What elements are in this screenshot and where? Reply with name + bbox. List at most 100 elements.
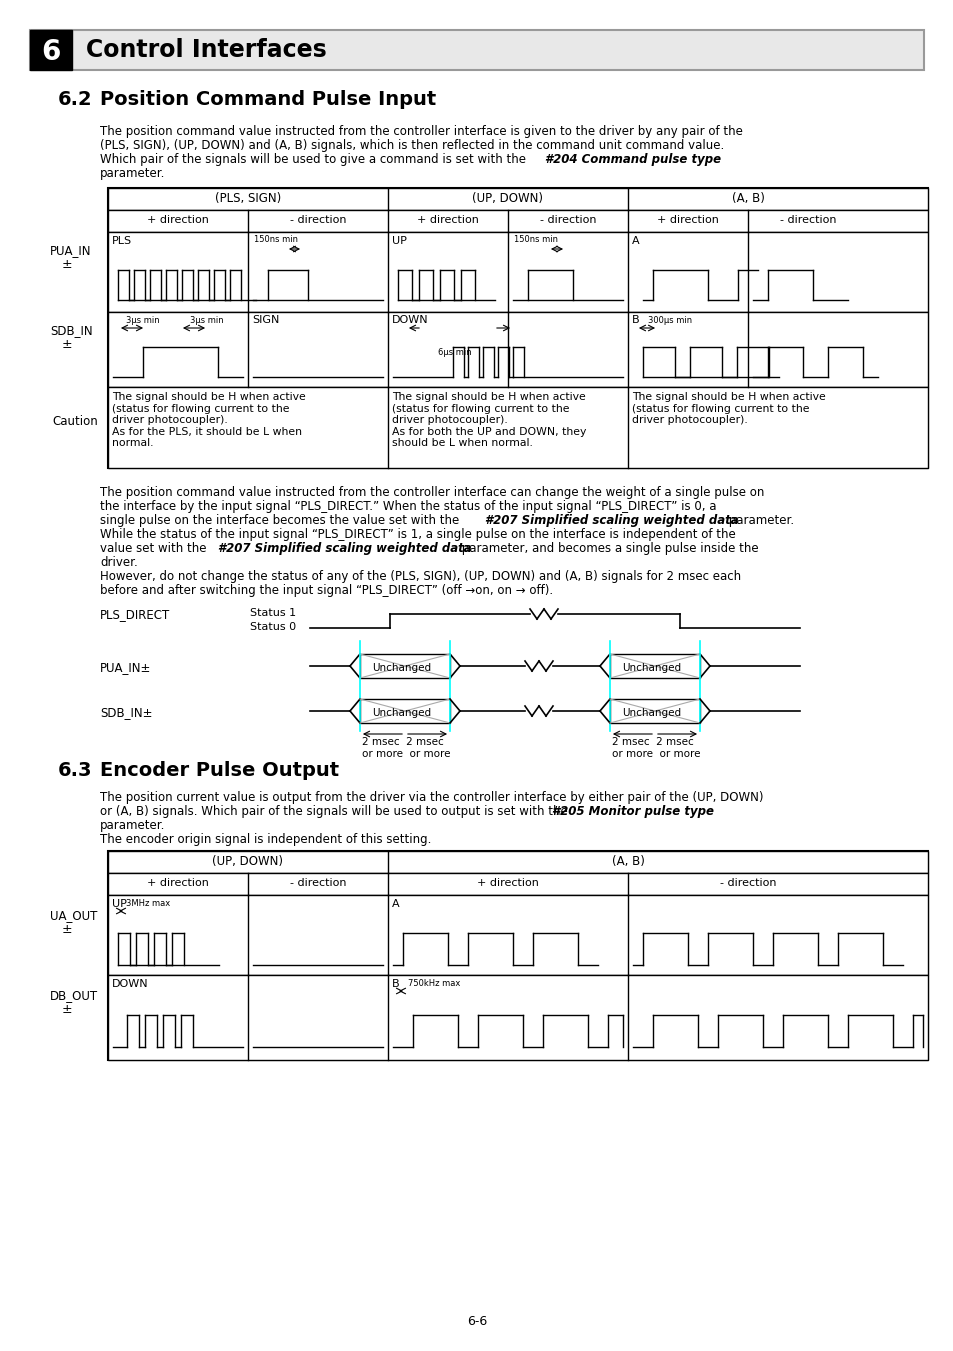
Bar xyxy=(108,232,927,312)
Text: DB_OUT: DB_OUT xyxy=(50,989,98,1002)
Text: or more  or more: or more or more xyxy=(612,748,700,759)
Text: UA_OUT: UA_OUT xyxy=(50,909,97,921)
Text: - direction: - direction xyxy=(290,878,346,888)
Text: 6-6: 6-6 xyxy=(466,1315,487,1328)
Text: Unchanged: Unchanged xyxy=(372,708,431,717)
Text: (PLS, SIGN): (PLS, SIGN) xyxy=(214,192,281,205)
Text: #204 Command pulse type: #204 Command pulse type xyxy=(544,153,720,166)
Text: Unchanged: Unchanged xyxy=(372,663,431,673)
Text: The signal should be H when active
(status for flowing current to the
driver pho: The signal should be H when active (stat… xyxy=(112,392,305,449)
Text: SIGN: SIGN xyxy=(252,315,279,326)
Bar xyxy=(108,188,927,467)
Text: Status 0: Status 0 xyxy=(250,621,295,632)
Bar xyxy=(609,654,700,678)
Bar xyxy=(30,30,71,70)
Text: DOWN: DOWN xyxy=(112,979,149,989)
Text: 6.2: 6.2 xyxy=(58,91,92,109)
Text: 2 msec  2 msec: 2 msec 2 msec xyxy=(612,738,693,747)
Text: driver.: driver. xyxy=(100,557,137,569)
Text: the interface by the input signal “PLS_DIRECT.” When the status of the input sig: the interface by the input signal “PLS_D… xyxy=(100,500,716,513)
Text: #207 Simplified scaling weighted data: #207 Simplified scaling weighted data xyxy=(484,513,738,527)
Text: The signal should be H when active
(status for flowing current to the
driver pho: The signal should be H when active (stat… xyxy=(392,392,586,449)
Bar xyxy=(108,873,927,894)
Bar xyxy=(609,698,700,723)
Bar xyxy=(108,209,927,232)
Bar xyxy=(30,30,923,70)
Text: The signal should be H when active
(status for flowing current to the
driver pho: The signal should be H when active (stat… xyxy=(631,392,825,426)
Text: - direction: - direction xyxy=(290,215,346,226)
Text: PLS: PLS xyxy=(112,236,132,246)
Bar xyxy=(108,188,927,209)
Text: ±: ± xyxy=(62,338,72,351)
Text: parameter.: parameter. xyxy=(724,513,793,527)
Bar xyxy=(108,312,927,386)
Text: (PLS, SIGN), (UP, DOWN) and (A, B) signals, which is then reflected in the comma: (PLS, SIGN), (UP, DOWN) and (A, B) signa… xyxy=(100,139,723,153)
Text: A: A xyxy=(392,898,399,909)
Text: 3MHz max: 3MHz max xyxy=(126,898,170,908)
Text: before and after switching the input signal “PLS_DIRECT” (off →on, on → off).: before and after switching the input sig… xyxy=(100,584,553,597)
Text: 3μs min: 3μs min xyxy=(126,316,159,326)
Text: (UP, DOWN): (UP, DOWN) xyxy=(213,855,283,867)
Text: The position command value instructed from the controller interface can change t: The position command value instructed fr… xyxy=(100,486,763,499)
Text: Control Interfaces: Control Interfaces xyxy=(86,38,327,62)
Text: SDB_IN: SDB_IN xyxy=(50,324,92,336)
Text: UP: UP xyxy=(392,236,406,246)
Text: DOWN: DOWN xyxy=(392,315,428,326)
Text: + direction: + direction xyxy=(147,878,209,888)
Text: ±: ± xyxy=(62,923,72,936)
Bar xyxy=(108,386,927,467)
Text: PUA_IN±: PUA_IN± xyxy=(100,661,152,674)
Text: parameter.: parameter. xyxy=(100,819,165,832)
Text: Encoder Pulse Output: Encoder Pulse Output xyxy=(100,761,338,780)
Text: UP: UP xyxy=(112,898,127,909)
Text: Unchanged: Unchanged xyxy=(621,708,680,717)
Text: The encoder origin signal is independent of this setting.: The encoder origin signal is independent… xyxy=(100,834,431,846)
Text: 300μs min: 300μs min xyxy=(647,316,691,326)
Text: SDB_IN±: SDB_IN± xyxy=(100,707,152,719)
Text: Position Command Pulse Input: Position Command Pulse Input xyxy=(100,91,436,109)
Text: #205 Monitor pulse type: #205 Monitor pulse type xyxy=(552,805,713,817)
Text: 150ns min: 150ns min xyxy=(514,235,558,245)
Text: - direction: - direction xyxy=(539,215,596,226)
Text: A: A xyxy=(631,236,639,246)
Bar xyxy=(108,851,927,873)
Text: The position current value is output from the driver via the controller interfac: The position current value is output fro… xyxy=(100,790,762,804)
Bar xyxy=(108,975,927,1061)
Text: 3μs min: 3μs min xyxy=(190,316,223,326)
Bar xyxy=(359,654,450,678)
Text: #207 Simplified scaling weighted data: #207 Simplified scaling weighted data xyxy=(218,542,471,555)
Text: 6.3: 6.3 xyxy=(58,761,92,780)
Text: single pulse on the interface becomes the value set with the: single pulse on the interface becomes th… xyxy=(100,513,462,527)
Text: (A, B): (A, B) xyxy=(731,192,763,205)
Bar xyxy=(108,851,927,1061)
Text: PLS_DIRECT: PLS_DIRECT xyxy=(100,608,170,621)
Text: Unchanged: Unchanged xyxy=(621,663,680,673)
Text: ±: ± xyxy=(62,1002,72,1016)
Text: value set with the: value set with the xyxy=(100,542,210,555)
Text: parameter, and becomes a single pulse inside the: parameter, and becomes a single pulse in… xyxy=(457,542,758,555)
Text: or (A, B) signals. Which pair of the signals will be used to output is set with : or (A, B) signals. Which pair of the sig… xyxy=(100,805,571,817)
Text: PUA_IN: PUA_IN xyxy=(50,245,91,257)
Text: 6: 6 xyxy=(41,38,61,66)
Text: B: B xyxy=(392,979,399,989)
Text: Status 1: Status 1 xyxy=(250,608,295,617)
Text: + direction: + direction xyxy=(147,215,209,226)
Text: + direction: + direction xyxy=(657,215,719,226)
Text: - direction: - direction xyxy=(779,215,836,226)
Text: However, do not change the status of any of the (PLS, SIGN), (UP, DOWN) and (A, : However, do not change the status of any… xyxy=(100,570,740,584)
Text: Caution: Caution xyxy=(52,415,97,428)
Text: 2 msec  2 msec: 2 msec 2 msec xyxy=(361,738,443,747)
Text: B: B xyxy=(631,315,639,326)
Text: - direction: - direction xyxy=(719,878,776,888)
Bar xyxy=(359,698,450,723)
Text: parameter.: parameter. xyxy=(100,168,165,180)
Text: The position command value instructed from the controller interface is given to : The position command value instructed fr… xyxy=(100,126,742,138)
Text: + direction: + direction xyxy=(476,878,538,888)
Text: While the status of the input signal “PLS_DIRECT” is 1, a single pulse on the in: While the status of the input signal “PL… xyxy=(100,528,735,540)
Text: (A, B): (A, B) xyxy=(611,855,644,867)
Text: Which pair of the signals will be used to give a command is set with the: Which pair of the signals will be used t… xyxy=(100,153,529,166)
Text: 150ns min: 150ns min xyxy=(253,235,297,245)
Text: ±: ± xyxy=(62,258,72,272)
Bar xyxy=(108,894,927,975)
Text: 6μs min: 6μs min xyxy=(437,349,471,357)
